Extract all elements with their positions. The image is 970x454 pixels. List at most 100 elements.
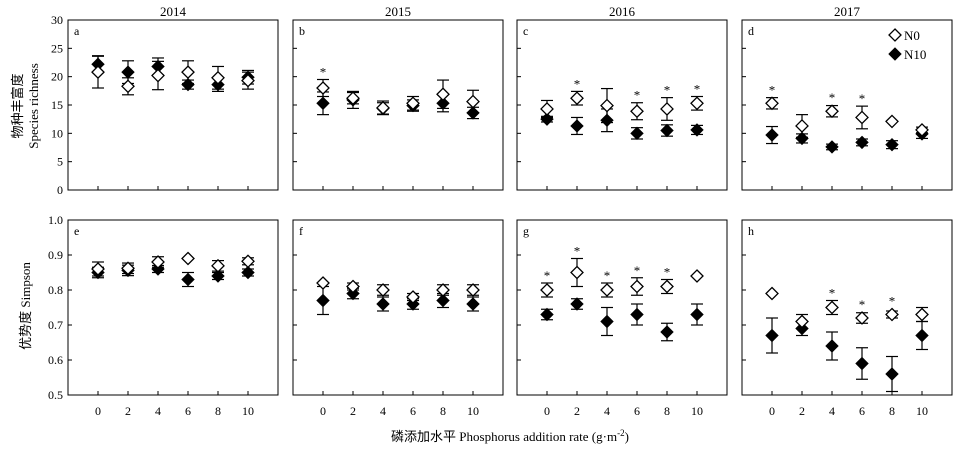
data-point-n10: [316, 293, 330, 308]
panel-a-letter: a: [74, 24, 80, 38]
significance-marker: *: [320, 65, 327, 80]
x-tick-label: 6: [410, 404, 416, 418]
x-axis-title-superscript: -2: [617, 428, 625, 438]
x-tick-label: 10: [916, 404, 928, 418]
data-point-n10: [570, 297, 584, 311]
significance-marker: *: [829, 286, 836, 301]
data-point-n0: [915, 307, 929, 322]
data-point-n10: [885, 137, 899, 152]
x-tick-label: 2: [574, 404, 580, 418]
panel-h-letter: h: [748, 224, 754, 238]
data-point-n0: [795, 119, 809, 133]
data-point-n0: [630, 104, 644, 119]
data-point-n0: [241, 254, 255, 269]
data-point-n0: [406, 290, 420, 304]
significance-marker: *: [604, 268, 611, 283]
data-point-n0: [181, 251, 195, 266]
panel-g-letter: g: [523, 224, 529, 238]
y-tick-label: 0.6: [48, 353, 63, 367]
panel-e: 0.5 0.6 0.7 0.8 0.9 1.0 0 2 4 6 8 10 e: [48, 213, 279, 418]
data-point-n0: [436, 283, 450, 297]
y-axis-title-top-en: Species richness: [26, 63, 41, 149]
data-point-n0: [885, 307, 899, 322]
x-tick-label: 10: [691, 404, 703, 418]
significance-marker: *: [859, 91, 866, 106]
significance-marker: *: [694, 82, 701, 97]
data-point-n10: [855, 356, 869, 371]
data-point-n10: [121, 65, 135, 79]
data-point-n10: [316, 96, 330, 111]
panel-e-frame: [67, 219, 279, 396]
data-point-n0: [690, 96, 704, 111]
y-tick-label: 15: [51, 98, 63, 112]
panel-g-frame: [516, 219, 728, 396]
significance-marker: *: [634, 88, 641, 103]
data-point-n10: [466, 297, 480, 311]
data-point-n10: [600, 314, 614, 329]
data-point-n10: [241, 265, 255, 280]
panel-d-letter: d: [748, 24, 754, 38]
x-tick-label: 10: [467, 404, 479, 418]
x-tick-label: 0: [320, 404, 326, 418]
data-point-n10: [690, 307, 704, 322]
data-point-n0: [406, 96, 420, 111]
data-point-n0: [765, 286, 779, 301]
data-point-n0: [181, 65, 195, 80]
x-tick-label: 2: [350, 404, 356, 418]
x-tick-label: 4: [155, 404, 161, 418]
x-tick-label: 0: [95, 404, 101, 418]
significance-marker: *: [544, 268, 551, 283]
data-point-n0: [466, 283, 480, 297]
y-axis-title-top-cn: 物种丰富度: [10, 73, 25, 138]
y-tick-label: 10: [51, 126, 63, 140]
data-point-n0: [915, 123, 929, 137]
y-tick-label: 0.8: [48, 283, 63, 297]
data-point-n0: [346, 91, 360, 106]
data-point-n10: [570, 119, 584, 133]
x-tick-label: 4: [604, 404, 610, 418]
data-point-n0: [600, 98, 614, 113]
data-point-n10: [765, 128, 779, 142]
data-point-n10: [540, 307, 554, 322]
data-point-n10: [376, 297, 390, 311]
data-point-n0: [825, 300, 839, 315]
significance-marker: *: [574, 244, 581, 259]
significance-marker: *: [859, 297, 866, 312]
data-point-n10: [690, 123, 704, 137]
y-tick-label: 30: [51, 13, 63, 27]
data-point-n10: [660, 123, 674, 138]
panel-h: 0 2 4 6 8 10 h * * *: [741, 219, 953, 418]
legend-n0-marker: [888, 28, 902, 42]
panel-f-frame: [292, 219, 504, 396]
data-point-n0: [795, 314, 809, 329]
x-tick-label: 6: [634, 404, 640, 418]
data-point-n0: [540, 283, 554, 297]
x-tick-label: 8: [889, 404, 895, 418]
data-point-n0: [211, 70, 225, 85]
y-tick-label: 0.5: [48, 388, 63, 402]
y-axis-title-bottom: 优势度 Simpson: [18, 262, 33, 350]
data-point-n0: [346, 279, 360, 294]
data-point-n0: [151, 255, 165, 269]
panel-c-year: 2016: [609, 4, 636, 19]
panel-b-letter: b: [299, 24, 305, 38]
x-tick-label: 0: [544, 404, 550, 418]
data-point-n0: [825, 104, 839, 119]
data-point-n0: [91, 65, 105, 80]
y-tick-label: 0.7: [48, 318, 63, 332]
data-point-n0: [540, 102, 554, 116]
data-point-n0: [121, 79, 135, 94]
data-point-n0: [570, 91, 584, 106]
panel-b: b 2015 *: [292, 4, 504, 191]
data-point-n0: [690, 269, 704, 283]
data-point-n10: [181, 77, 195, 92]
panel-e-letter: e: [74, 224, 79, 238]
significance-marker: *: [889, 294, 896, 309]
data-point-n10: [795, 131, 809, 146]
data-point-n0: [660, 279, 674, 294]
data-point-n10: [825, 339, 839, 353]
panel-f: 0 2 4 6 8 10 f: [292, 219, 504, 418]
y-tick-label: 1.0: [48, 213, 63, 227]
x-tick-label: 2: [125, 404, 131, 418]
